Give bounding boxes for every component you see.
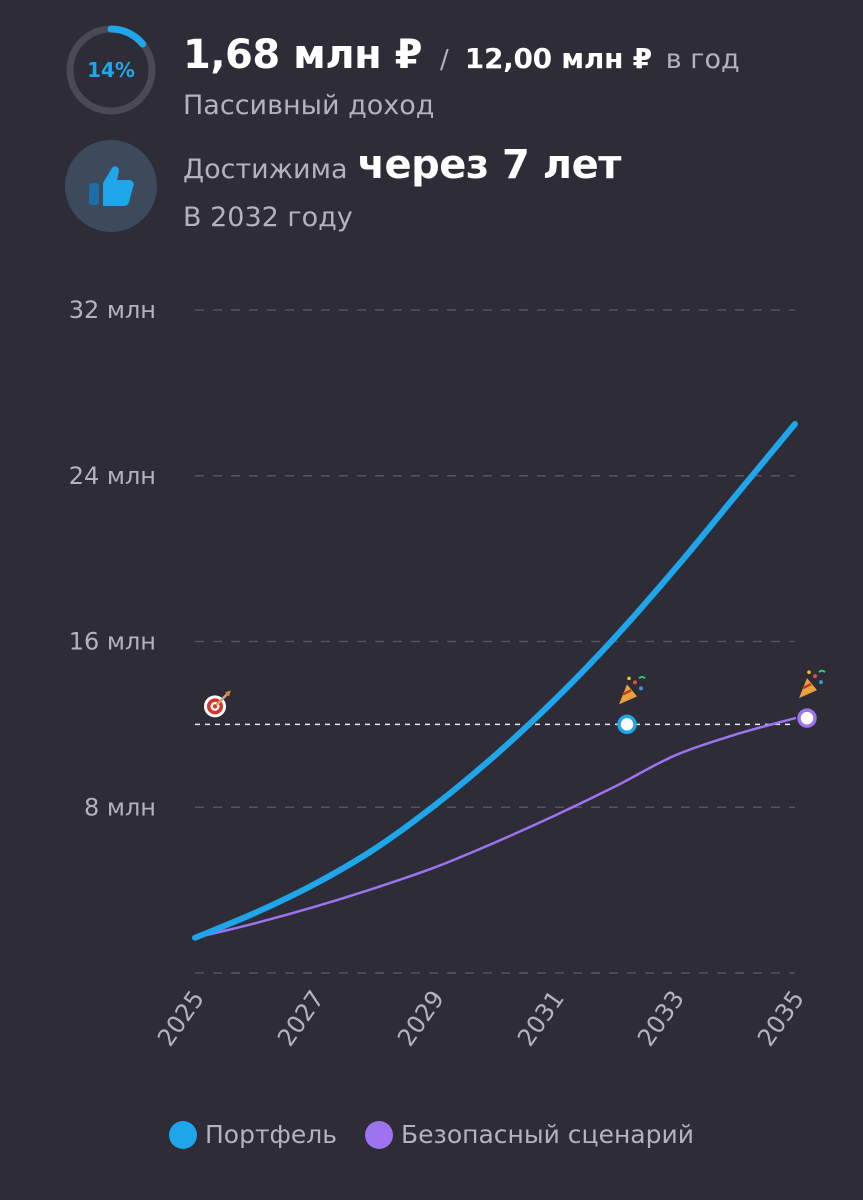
x-tick-label-2033: 2033 — [632, 985, 690, 1051]
progress-ring: 14% — [65, 24, 157, 116]
series-line-portfolio — [192, 420, 798, 941]
reach-line: Достижима через 7 лет — [183, 142, 621, 188]
marker-layer — [617, 669, 826, 735]
popper-cone — [799, 678, 817, 699]
marker-portfolio — [617, 714, 637, 735]
series-line-safe-scenario — [193, 716, 797, 940]
progress-ring-fill — [66, 25, 156, 115]
confetti-dot-2 — [639, 686, 643, 691]
x-tick-label-2031: 2031 — [512, 985, 570, 1051]
target-arrow-shaft — [215, 693, 228, 707]
confetti-dot-3 — [627, 676, 631, 681]
goal-income-value: 12,00 млн ₽ — [464, 42, 652, 75]
popper-stripe — [802, 683, 812, 690]
progress-ring-graphic — [66, 25, 156, 115]
popper-cone — [619, 684, 637, 705]
legend-label-portfolio: Портфель — [205, 1120, 337, 1149]
reach-year: В 2032 году — [183, 202, 353, 233]
legend-label-safe-scenario: Безопасный сценарий — [401, 1120, 694, 1149]
y-tick-label-16: 16 млн — [69, 628, 156, 656]
x-axis-labels: 2025 2027 2029 2031 2033 2035 — [152, 985, 810, 1051]
marker-safe-scenario — [797, 708, 817, 728]
goal-layer — [195, 690, 795, 726]
popper-stripe — [622, 689, 632, 696]
target-arrow-fletch — [225, 690, 231, 697]
legend-swatch-portfolio — [169, 1120, 197, 1149]
x-tick-label-2029: 2029 — [392, 985, 450, 1051]
confetti-streamer — [818, 669, 826, 673]
passive-income-value: 1,68 млн ₽ — [183, 32, 423, 78]
y-tick-label-8: 8 млн — [84, 793, 156, 821]
legend-item-safe-scenario[interactable]: Безопасный сценарий — [365, 1120, 694, 1149]
thumb-badge — [65, 140, 157, 232]
confetti-streamer — [638, 675, 646, 680]
party-popper-icon — [799, 669, 826, 699]
target-icon — [204, 690, 231, 718]
y-axis-labels: 8 млн 16 млн 24 млн 32 млн — [69, 296, 156, 821]
x-tick-label-2035: 2035 — [752, 985, 810, 1051]
reach-label: Достижима — [183, 154, 348, 185]
y-tick-label-24: 24 млн — [69, 462, 156, 490]
progress-percent: 14% — [87, 58, 135, 82]
passive-income-caption: Пассивный доход — [183, 90, 435, 121]
income-period: в год — [665, 44, 740, 75]
confetti-dot-3 — [807, 670, 811, 674]
chart-legend: Портфель Безопасный сценарий — [0, 1120, 863, 1149]
legend-item-portfolio[interactable]: Портфель — [169, 1120, 337, 1149]
income-line: 1,68 млн ₽ / 12,00 млн ₽ в год — [183, 32, 740, 78]
series-layer — [192, 420, 798, 941]
legend-swatch-safe-scenario — [365, 1120, 393, 1149]
passive-income-summary: 14% 1,68 млн ₽ / 12,00 млн ₽ в год Пасси… — [0, 22, 863, 122]
x-tick-label-2027: 2027 — [272, 985, 330, 1051]
confetti-dot-2 — [819, 680, 823, 685]
confetti-dot-1 — [813, 674, 817, 679]
reach-time: через 7 лет — [357, 142, 622, 188]
thumbs-up-icon — [89, 166, 134, 206]
goal-reach-summary: Достижима через 7 лет В 2032 году — [0, 138, 863, 248]
grid-layer — [195, 309, 795, 974]
y-tick-label-32: 32 млн — [69, 296, 156, 324]
confetti-dot-1 — [633, 680, 637, 685]
party-popper-icon — [619, 675, 646, 705]
income-separator: / — [440, 45, 449, 75]
x-tick-label-2025: 2025 — [152, 985, 210, 1051]
